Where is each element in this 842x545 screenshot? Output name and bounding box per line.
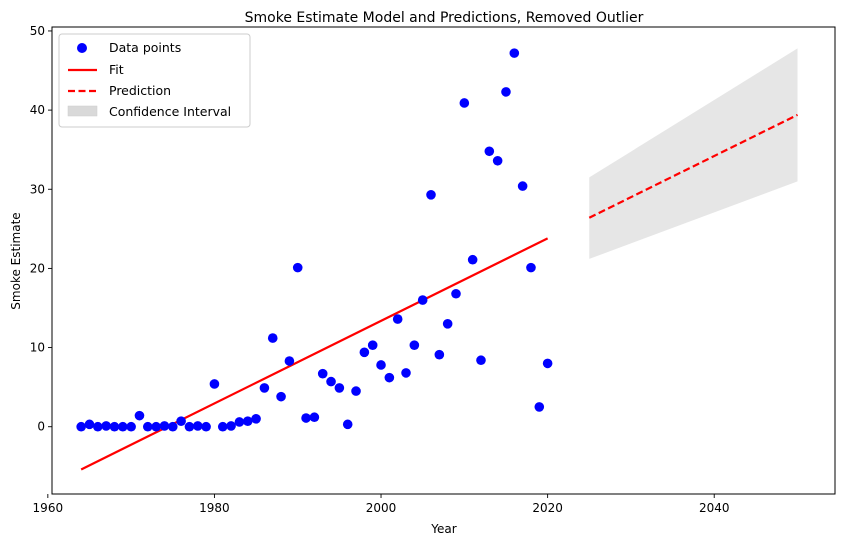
data-point — [326, 376, 336, 387]
legend-box — [58, 33, 251, 128]
y-tick-label: 40 — [30, 103, 45, 117]
data-point — [542, 358, 553, 369]
data-point — [392, 314, 403, 324]
data-point — [101, 421, 111, 431]
data-point — [242, 416, 253, 426]
x-tick-label: 2000 — [366, 501, 397, 515]
data-point — [334, 383, 345, 393]
plot-area — [76, 48, 799, 471]
data-point — [259, 383, 270, 393]
y-tick-label: 10 — [30, 341, 45, 355]
x-tick-label: 2040 — [699, 501, 730, 515]
data-point — [184, 421, 195, 432]
data-point — [459, 98, 470, 108]
data-point — [109, 421, 120, 432]
data-point — [142, 421, 153, 432]
data-point — [384, 372, 395, 383]
y-tick-label: 30 — [30, 182, 45, 196]
data-point — [359, 347, 370, 358]
axes-frame — [51, 26, 836, 495]
data-point — [526, 262, 536, 273]
data-point — [192, 421, 203, 431]
data-point — [84, 419, 95, 430]
legend-marker-confidence-interval — [67, 105, 98, 117]
data-point — [401, 368, 411, 378]
data-point — [417, 295, 428, 305]
y-tick-label: 0 — [37, 420, 45, 434]
data-point — [517, 181, 528, 191]
data-point — [467, 254, 478, 265]
data-point — [476, 355, 486, 366]
data-point — [267, 333, 278, 343]
data-point — [434, 349, 445, 360]
y-tick-label: 20 — [30, 261, 45, 275]
data-point — [492, 155, 503, 166]
data-point — [309, 412, 320, 423]
data-point — [251, 414, 261, 424]
legend: Data points Fit Prediction Confidence In… — [58, 33, 251, 128]
data-point — [226, 421, 236, 431]
data-point — [76, 421, 86, 432]
data-point — [484, 146, 495, 157]
data-point — [451, 288, 461, 299]
data-point — [93, 421, 103, 432]
data-point — [409, 340, 420, 350]
data-point — [201, 421, 211, 432]
data-point — [376, 360, 386, 370]
chart-title: Smoke Estimate Model and Predictions, Re… — [245, 10, 644, 26]
x-tick-label: 1960 — [33, 501, 64, 515]
legend-label-data-points: Data points — [109, 40, 181, 55]
data-point — [126, 421, 136, 432]
data-point — [176, 416, 186, 426]
data-point — [151, 421, 161, 432]
data-point — [276, 391, 286, 402]
confidence-interval-band — [589, 48, 798, 259]
data-point — [317, 368, 328, 379]
data-point — [442, 319, 453, 329]
data-point — [118, 421, 128, 432]
data-point — [342, 419, 353, 430]
data-point — [217, 421, 228, 432]
data-point — [534, 402, 545, 412]
data-point — [509, 48, 520, 58]
x-axis: 1960 1980 2000 2020 2040 — [33, 494, 730, 515]
legend-marker-data-points — [77, 43, 87, 53]
y-axis: 0 10 20 30 40 50 — [30, 24, 52, 434]
data-point — [284, 356, 295, 366]
data-point — [292, 262, 303, 273]
data-point — [159, 421, 170, 431]
data-point — [209, 379, 220, 389]
x-tick-label: 1980 — [199, 501, 230, 515]
legend-label-confidence-interval: Confidence Interval — [109, 104, 231, 119]
data-point — [501, 87, 511, 97]
y-axis-label: Smoke Estimate — [9, 212, 23, 309]
data-point — [301, 413, 311, 423]
data-point — [134, 410, 145, 421]
prediction-line — [588, 113, 799, 219]
y-tick-label: 50 — [30, 24, 45, 38]
data-point — [234, 417, 245, 427]
data-point — [426, 190, 436, 200]
legend-label-prediction: Prediction — [109, 83, 171, 98]
data-point — [351, 386, 361, 396]
x-tick-label: 2020 — [532, 501, 563, 515]
legend-label-fit: Fit — [109, 62, 124, 77]
data-point — [367, 340, 378, 350]
x-axis-label: Year — [430, 522, 456, 536]
data-point — [167, 421, 178, 432]
fit-line — [80, 237, 549, 471]
